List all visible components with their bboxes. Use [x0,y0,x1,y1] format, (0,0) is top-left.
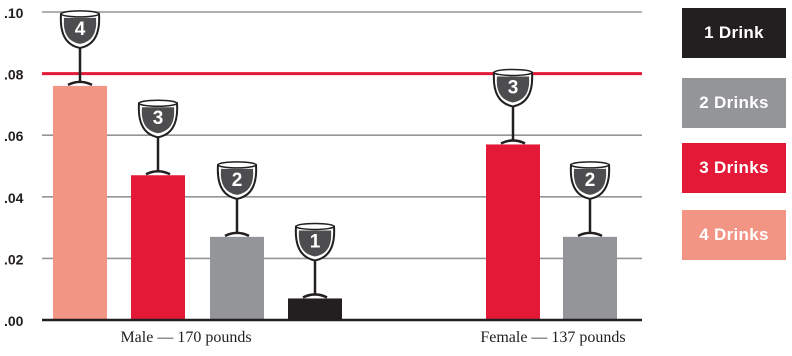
y-tick-label-5: .10 [4,5,24,21]
glass-foot [67,80,93,87]
glass-bowl-fill [220,168,254,195]
legend-item-1-drink: 1 Drink [682,8,786,58]
glass-bowl-fill [573,168,607,195]
wine-glass-icon [59,10,101,87]
wine-glass-icon [137,99,179,176]
glass-foot [500,139,526,145]
bar-3-drinks-0 [131,175,185,320]
y-tick-label-3: .06 [4,128,24,144]
wine-glass-icon [294,222,336,299]
glass-rim [138,99,178,107]
legend-label-4-drinks: 4 Drinks [699,225,769,244]
glass-number-label: 4 [75,19,86,40]
bar-2-drinks-1 [563,236,617,320]
glass-number-label: 2 [232,170,243,191]
glass-number-label: 1 [310,231,321,252]
glass-bowl-fill [63,17,97,44]
x-category-label-1: Female — 137 pounds [480,329,625,346]
legend-item-2-drinks: 2 Drinks [682,78,786,128]
glass-rim [493,68,533,77]
legend-label-3-drinks: 3 Drinks [699,158,769,177]
glass-rim [217,161,257,169]
glass-foot [577,231,603,237]
legend-label-2-drinks: 2 Drinks [699,93,769,112]
legend-label-1-drink: 1 Drink [704,23,764,42]
glass-rim [295,222,335,231]
bar-3-drinks-1 [486,144,540,320]
glass-foot [145,169,171,176]
legend-item-4-drinks: 4 Drinks [682,210,786,260]
y-tick-label-2: .04 [4,190,24,206]
wine-glass-icon [492,68,534,145]
glass-number-label: 3 [153,108,164,129]
wine-glass-icon [216,161,258,237]
glass-bowl-fill [141,107,175,134]
wine-glass-icon [569,161,611,237]
glass-foot [224,231,250,237]
glass-bowl-fill [298,230,332,257]
glass-bowl-fill [496,76,530,103]
glass-rim [570,161,610,169]
glass-number-label: 2 [585,170,596,191]
glass-number-label: 3 [508,77,519,98]
x-category-label-0: Male — 170 pounds [120,329,251,346]
bar-2-drinks-0 [210,236,264,320]
glass-rim [60,10,100,18]
y-tick-label-1: .02 [4,251,24,267]
bar-4-drinks-0 [53,85,107,320]
legend-item-3-drinks: 3 Drinks [682,143,786,193]
bar-1-drink-0 [288,298,342,320]
glass-foot [302,293,328,299]
y-tick-label-4: .08 [4,67,24,83]
y-tick-label-0: .00 [4,313,24,329]
